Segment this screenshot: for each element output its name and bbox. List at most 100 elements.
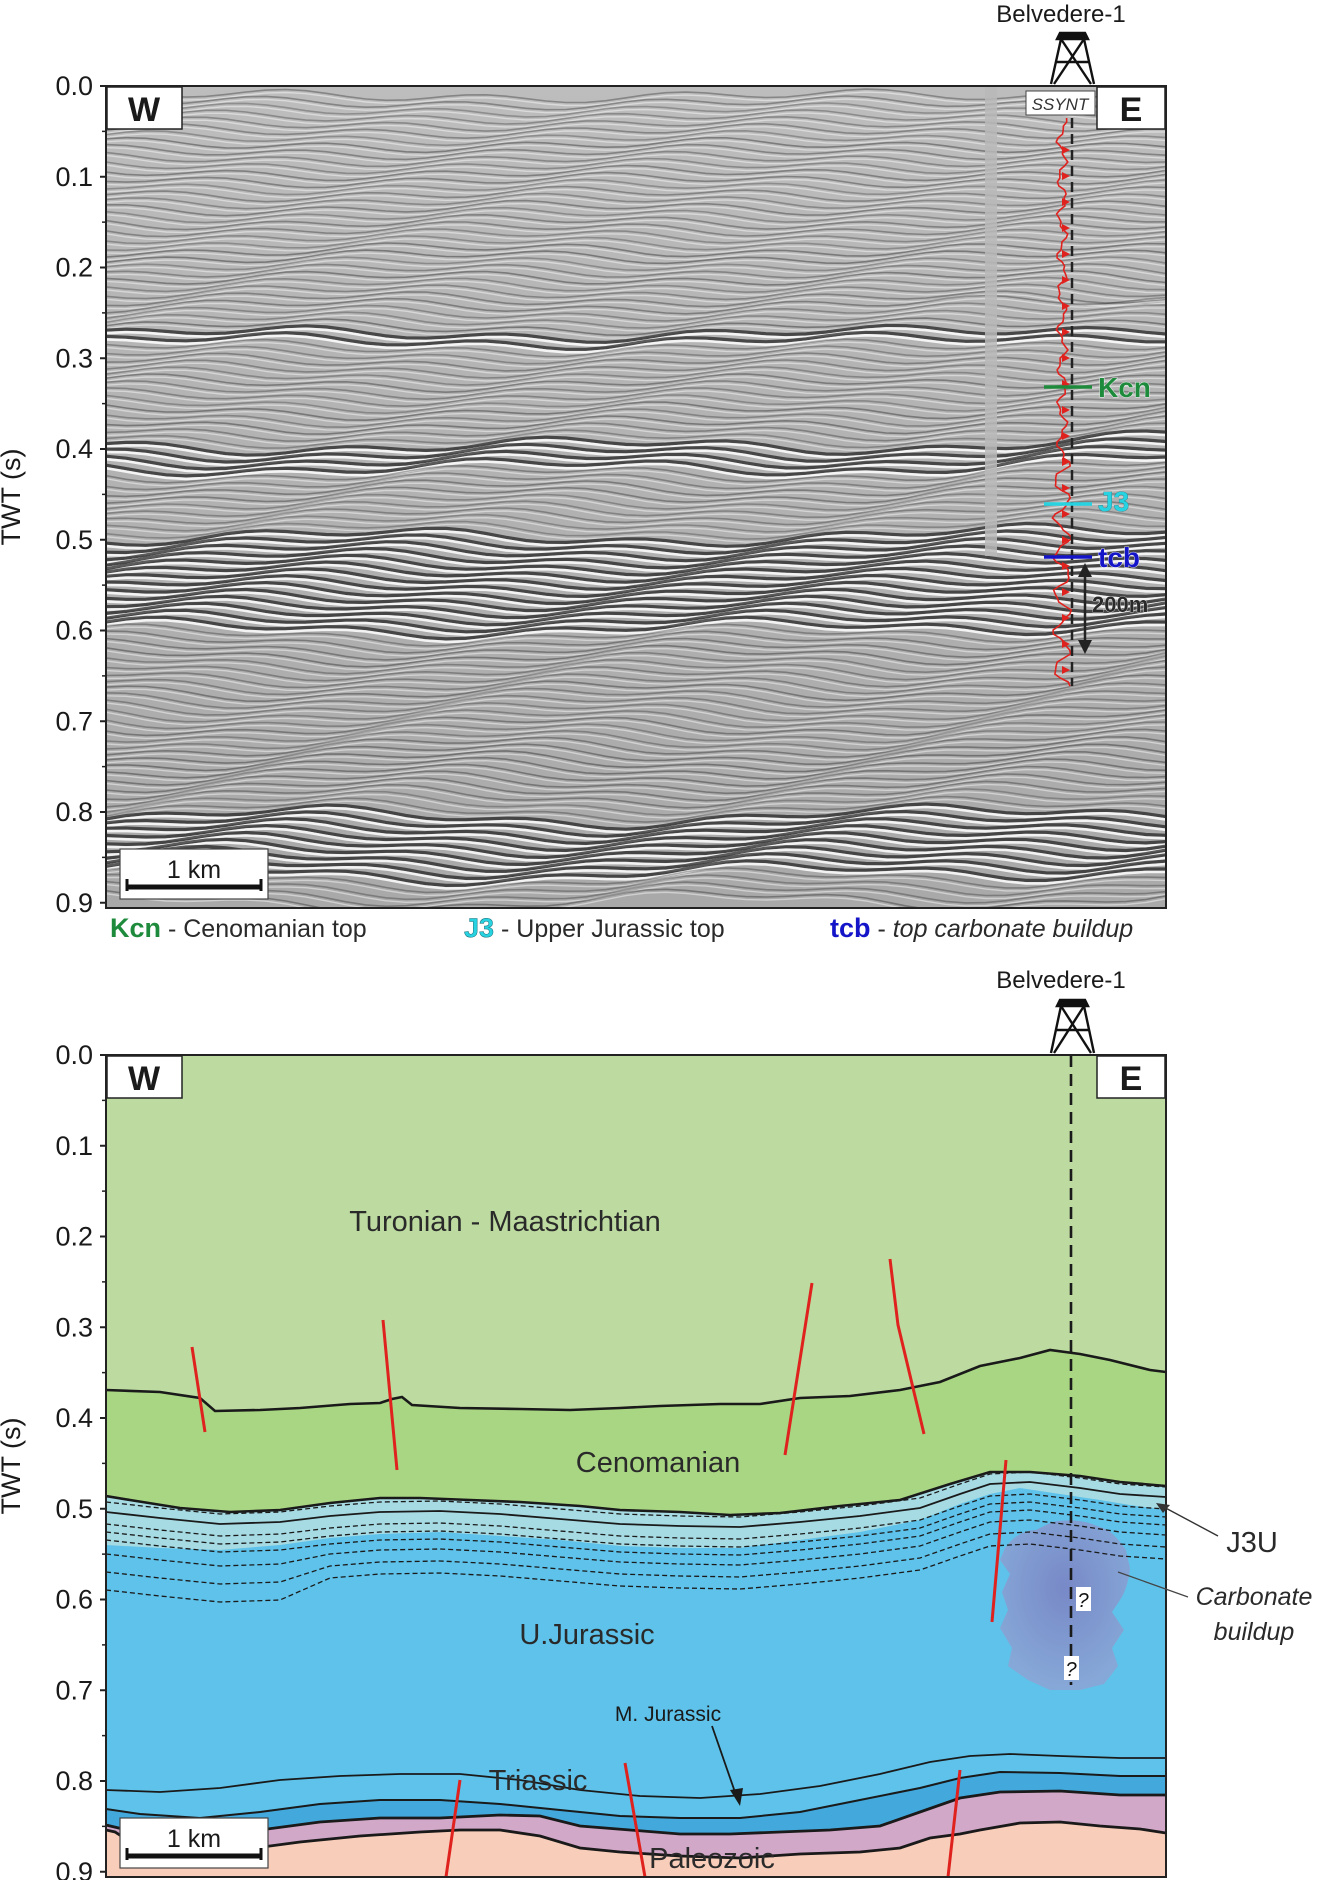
seismic-reflector-dark: [106, 655, 1166, 682]
j3u-dashed-layer: [106, 1531, 1166, 1585]
svg-text:?: ?: [1065, 1659, 1077, 1681]
seismic-reflector-dark: [106, 844, 1166, 873]
derrick-icon-bottom: [1049, 998, 1096, 1054]
seismic-reflector-dark: [106, 559, 1166, 584]
horizon-m-jurassic-top: [106, 1770, 1166, 1820]
synthetic-peak: [1062, 562, 1070, 570]
seismic-reflector-dark: [106, 644, 1166, 668]
fault-3: [783, 1282, 814, 1456]
well-name-top: Belvedere-1: [996, 1, 1125, 28]
y-axis-top-tick-label: 0.4: [55, 434, 93, 464]
y-axis-bottom-tick-label: 0.5: [55, 1494, 93, 1524]
synthetic-peak: [1062, 328, 1070, 336]
unit-triassic-label: Triassic: [489, 1765, 588, 1797]
question-mark-lower: ?: [1064, 1656, 1079, 1681]
east-label-box-bottom: E: [1096, 1055, 1166, 1099]
seismic-reflector-dark: [106, 880, 1166, 908]
seismic-reflector-light: [106, 647, 1166, 671]
seismic-reflector-light: [106, 597, 1166, 622]
marker-tcb: tcb: [1044, 542, 1140, 573]
seismic-reflector-dark: [106, 615, 1166, 641]
seismic-reflector-light: [106, 633, 1166, 657]
scale-bar-bottom: 1 km: [119, 1817, 269, 1869]
seismic-reflector-light: [106, 848, 1166, 876]
fault-7: [623, 1762, 647, 1877]
y-axis-bottom-tick-label: 0.0: [55, 1040, 93, 1070]
horizon-m-jurassic-upper: [106, 1753, 1166, 1799]
legend-item-j3: J3 - Upper Jurassic top: [464, 913, 725, 943]
seismic-reflector-light: [106, 669, 1166, 699]
seismic-reflector-dark: [106, 682, 1166, 709]
seismic-reflector-dark: [106, 809, 1166, 838]
seismic-reflector-dark: [106, 674, 1166, 703]
synthetic-peak: [1062, 406, 1070, 414]
seismic-reflector-light: [106, 658, 1166, 685]
seismic-reflector-dark: [106, 551, 1166, 577]
synthetic-peak: [1062, 614, 1070, 622]
y-axis-top-tick-label: 0.2: [55, 253, 93, 283]
seismic-panel: W E SSYNT Kcn J3 tcb: [105, 85, 1167, 909]
well-head-bottom: Belvedere-1: [996, 967, 1126, 1054]
seismic-reflector-light: [106, 876, 1166, 904]
seismic-reflector-dark: [106, 666, 1166, 696]
east-label: E: [1120, 91, 1143, 129]
derrick-icon-top: [1049, 31, 1096, 85]
seismic-reflector-dark: [106, 704, 1166, 730]
seismic-reflector-dark: [106, 758, 1166, 787]
seismic-reflector-light: [106, 855, 1166, 883]
interpretation-frame: [105, 1054, 1167, 1878]
synthetic-peak: [1062, 302, 1070, 310]
seismic-reflector-dark: [106, 750, 1166, 780]
seismic-reflector-dark: [106, 601, 1166, 627]
carbonate-label-line1: Carbonate: [1196, 1583, 1313, 1611]
faults: [190, 1258, 1008, 1877]
seismic-reflector-light: [106, 662, 1166, 692]
y-axis-title-bottom: TWT (s): [0, 1418, 26, 1515]
y-axis-top-tick-label: 0.9: [55, 888, 93, 918]
seismic-reflector-light: [106, 654, 1166, 678]
marker-j3-label: J3: [1098, 486, 1129, 517]
seismic-reflector-dark: [106, 573, 1166, 599]
horizon-u-jurassic-top: [106, 1481, 1166, 1528]
seismic-reflector-light: [106, 753, 1166, 783]
synthetic-peak: [1062, 588, 1070, 596]
synthetic-peak: [1062, 354, 1070, 362]
seismic-reflector-light: [106, 776, 1166, 805]
seismic-reflector-dark: [106, 851, 1166, 881]
y-axis-bottom-tick-label: 0.7: [55, 1675, 93, 1705]
seismic-reflector-dark: [106, 873, 1166, 901]
seismic-reflector-light: [106, 707, 1166, 733]
seismic-reflector-dark: [106, 580, 1166, 606]
unit-u-jurassic-fill: [106, 1488, 1166, 1877]
seismic-reflector-light: [106, 731, 1166, 761]
synthetic-peak: [1062, 458, 1070, 466]
y-axis-bottom-tick-label: 0.6: [55, 1585, 93, 1615]
seismic-reflector-light: [106, 791, 1166, 819]
y-axis-bottom-tick-label: 0.9: [55, 1857, 93, 1880]
seismic-reflector-light: [106, 834, 1166, 862]
seismic-reflector-light: [106, 891, 1166, 908]
y-axis-top-tick-label: 0.7: [55, 706, 93, 736]
fault-8: [946, 1769, 962, 1877]
unit-m-jurassic-label: M. Jurassic: [615, 1703, 721, 1726]
seismic-reflector-dark: [106, 743, 1166, 773]
seismic-reflector-dark: [106, 637, 1166, 661]
fault-5: [990, 1459, 1008, 1623]
unit-cenomanian-label: Cenomanian: [576, 1447, 740, 1479]
synthetic-peak: [1062, 640, 1070, 648]
synthetic-peak: [1062, 224, 1070, 232]
east-label-box: E: [1096, 86, 1166, 130]
seismic-reflector-dark: [106, 690, 1166, 716]
seismic-reflector-light: [106, 883, 1166, 908]
y-axis-top-tick-label: 0.1: [55, 162, 93, 192]
seismic-reflector-dark: [106, 823, 1166, 853]
west-label-bottom: W: [128, 1060, 161, 1098]
seismic-reflector-light: [106, 685, 1166, 712]
seismic-reflector-dark: [106, 659, 1166, 689]
seismic-reflector-dark: [106, 630, 1166, 654]
seismic-reflector-dark: [106, 802, 1166, 831]
seismic-reflector-dark: [106, 728, 1166, 758]
seismic-reflector-dark: [106, 587, 1166, 613]
unit-turonian-label: Turonian - Maastrichtian: [349, 1206, 661, 1238]
